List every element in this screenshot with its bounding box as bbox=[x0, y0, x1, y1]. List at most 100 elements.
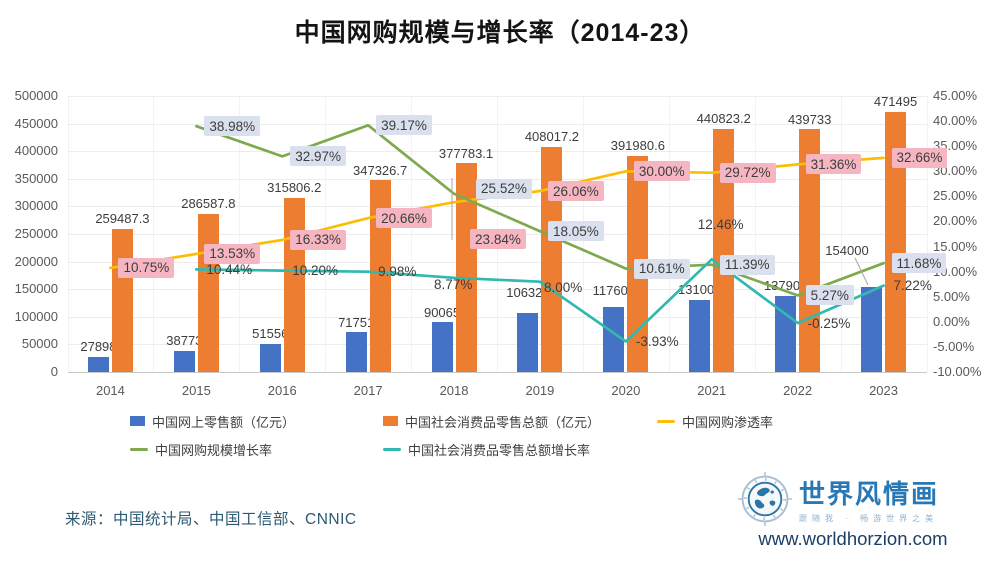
point-label-penetration-2022: 31.36% bbox=[805, 154, 862, 175]
bar-total_retail-2015 bbox=[197, 213, 219, 372]
bar-value-label: 315806.2 bbox=[267, 180, 322, 196]
legend-item-penetration: 中国网购渗透率 bbox=[657, 413, 774, 430]
bar-total_retail-2018 bbox=[455, 163, 477, 372]
point-label-penetration-2018: 23.84% bbox=[470, 229, 526, 250]
x-axis-tick-2020: 2020 bbox=[611, 383, 641, 398]
point-label-penetration-2023: 32.66% bbox=[891, 147, 948, 168]
legend-label-online_growth: 中国网购规模增长率 bbox=[155, 442, 273, 458]
point-label-retail_growth-2023: 7.22% bbox=[893, 278, 932, 294]
legend-swatch-retail_growth bbox=[383, 447, 401, 451]
right-axis-tick: -10.00% bbox=[933, 364, 982, 379]
right-axis-tick: 0.00% bbox=[933, 313, 970, 329]
bar-value-label: 408017.2 bbox=[524, 129, 580, 145]
x-axis-tick-2019: 2019 bbox=[525, 383, 555, 398]
legend-item-online_retail: 中国网上零售额（亿元） bbox=[130, 413, 296, 430]
brand-tagline: 跟随我 · 畅游世界之美 bbox=[799, 514, 939, 523]
point-label-retail_growth-2021: 12.46% bbox=[697, 216, 744, 232]
left-axis-tick: 350000 bbox=[14, 170, 58, 186]
legend-swatch-penetration bbox=[657, 419, 675, 423]
point-label-online_growth-2020: 10.61% bbox=[633, 258, 690, 279]
right-axis-tick: 20.00% bbox=[933, 213, 978, 229]
x-axis-tick-2014: 2014 bbox=[95, 383, 125, 398]
point-label-retail_growth-2018: 8.77% bbox=[434, 277, 473, 293]
legend-swatch-online_retail bbox=[130, 416, 145, 426]
bar-value-label: 286587.8 bbox=[181, 196, 236, 212]
point-label-online_growth-2021: 11.39% bbox=[719, 254, 775, 275]
point-label-retail_growth-2022: -0.25% bbox=[807, 315, 851, 331]
legend-label-online_retail: 中国网上零售额（亿元） bbox=[152, 414, 296, 430]
bar-online_retail-2016 bbox=[259, 343, 281, 372]
point-label-retail_growth-2015: 10.44% bbox=[206, 261, 253, 277]
bar-value-label: 471495 bbox=[873, 94, 918, 110]
left-axis-tick: 450000 bbox=[14, 115, 58, 131]
watermark-logo: 世界风情画 跟随我 · 畅游世界之美 www.worldhorzion.com bbox=[737, 471, 969, 550]
point-label-online_growth-2023: 11.68% bbox=[891, 253, 947, 274]
gridline bbox=[67, 372, 927, 373]
bar-total_retail-2014 bbox=[111, 228, 133, 372]
left-axis-tick: 400000 bbox=[14, 143, 58, 159]
bar-online_retail-2022 bbox=[775, 295, 797, 372]
point-label-online_growth-2015: 38.98% bbox=[204, 116, 261, 137]
bar-value-label: 377783.1 bbox=[438, 145, 494, 161]
gridline bbox=[67, 317, 927, 318]
globe-compass-icon bbox=[737, 471, 793, 527]
gridline bbox=[67, 344, 927, 345]
right-axis-tick: 45.00% bbox=[933, 88, 978, 103]
bar-online_retail-2023 bbox=[861, 286, 883, 372]
legend-swatch-total_retail bbox=[383, 416, 398, 426]
chart-title: 中国网购规模与增长率（2014-23） bbox=[294, 19, 706, 47]
x-axis-tick-2021: 2021 bbox=[697, 383, 727, 398]
gridline bbox=[67, 96, 927, 97]
right-axis-tick: 40.00% bbox=[933, 113, 978, 129]
point-label-online_growth-2022: 5.27% bbox=[805, 285, 854, 306]
bar-online_retail-2021 bbox=[689, 299, 711, 372]
vertical-gridline bbox=[926, 96, 928, 372]
gridline bbox=[67, 262, 927, 263]
left-axis-tick: 300000 bbox=[14, 198, 58, 214]
point-label-retail_growth-2020: -3.93% bbox=[635, 334, 679, 350]
point-label-online_growth-2017: 39.17% bbox=[376, 115, 432, 136]
legend-item-online_growth: 中国网购规模增长率 bbox=[130, 441, 273, 458]
bar-online_retail-2020 bbox=[603, 307, 625, 372]
bar-value-label: 259487.3 bbox=[95, 211, 150, 227]
x-axis-tick-2017: 2017 bbox=[353, 383, 383, 398]
point-label-penetration-2015: 13.53% bbox=[204, 243, 261, 264]
x-axis-tick-2016: 2016 bbox=[267, 383, 297, 398]
point-label-retail_growth-2017: 9.98% bbox=[378, 264, 417, 280]
bar-value-label: 439733 bbox=[787, 111, 832, 127]
point-label-online_growth-2019: 18.05% bbox=[547, 221, 604, 242]
x-axis-tick-2015: 2015 bbox=[181, 383, 211, 398]
bar-total_retail-2016 bbox=[283, 197, 305, 372]
left-axis-tick: 0 bbox=[50, 364, 58, 379]
bar-online_retail-2018 bbox=[431, 322, 453, 372]
point-label-penetration-2017: 20.66% bbox=[376, 208, 432, 229]
left-axis-tick: 50000 bbox=[21, 336, 58, 352]
bar-value-label: 27898 bbox=[80, 339, 117, 355]
right-axis-tick: -5.00% bbox=[933, 338, 975, 354]
left-axis-tick: 150000 bbox=[14, 281, 58, 297]
point-label-retail_growth-2016: 10.20% bbox=[292, 263, 339, 279]
point-label-penetration-2016: 16.33% bbox=[290, 229, 347, 250]
brand-name: 世界风情画 bbox=[799, 479, 940, 509]
right-axis-tick: 5.00% bbox=[933, 288, 970, 304]
legend-item-total_retail: 中国社会消费品零售总额（亿元） bbox=[383, 413, 601, 430]
x-axis-tick-2022: 2022 bbox=[783, 383, 813, 398]
brand-website: www.worldhorzion.com bbox=[758, 528, 948, 549]
data-source-note: 来源：中国统计局、中国工信部、CNNIC bbox=[65, 511, 357, 528]
x-axis-tick-2018: 2018 bbox=[439, 383, 469, 398]
bar-online_retail-2015 bbox=[173, 350, 195, 372]
right-axis-tick: 25.00% bbox=[933, 188, 978, 204]
legend-item-retail_growth: 中国社会消费品零售总额增长率 bbox=[383, 441, 590, 458]
point-label-retail_growth-2019: 8.00% bbox=[543, 280, 583, 296]
legend-label-total_retail: 中国社会消费品零售总额（亿元） bbox=[405, 414, 601, 430]
bar-value-label: 391980.6 bbox=[610, 138, 665, 154]
bar-total_retail-2023 bbox=[885, 111, 907, 372]
bar-value-label: 38773 bbox=[166, 333, 203, 349]
x-axis-tick-2023: 2023 bbox=[869, 383, 898, 398]
point-label-online_growth-2016: 32.97% bbox=[290, 146, 347, 167]
point-label-penetration-2020: 30.00% bbox=[633, 161, 690, 182]
logo-text: 世界风情画 跟随我 · 畅游世界之美 bbox=[799, 474, 939, 524]
bar-value-label: 347326.7 bbox=[353, 162, 408, 178]
legend-swatch-online_growth bbox=[130, 447, 148, 451]
legend-label-penetration: 中国网购渗透率 bbox=[682, 414, 774, 430]
